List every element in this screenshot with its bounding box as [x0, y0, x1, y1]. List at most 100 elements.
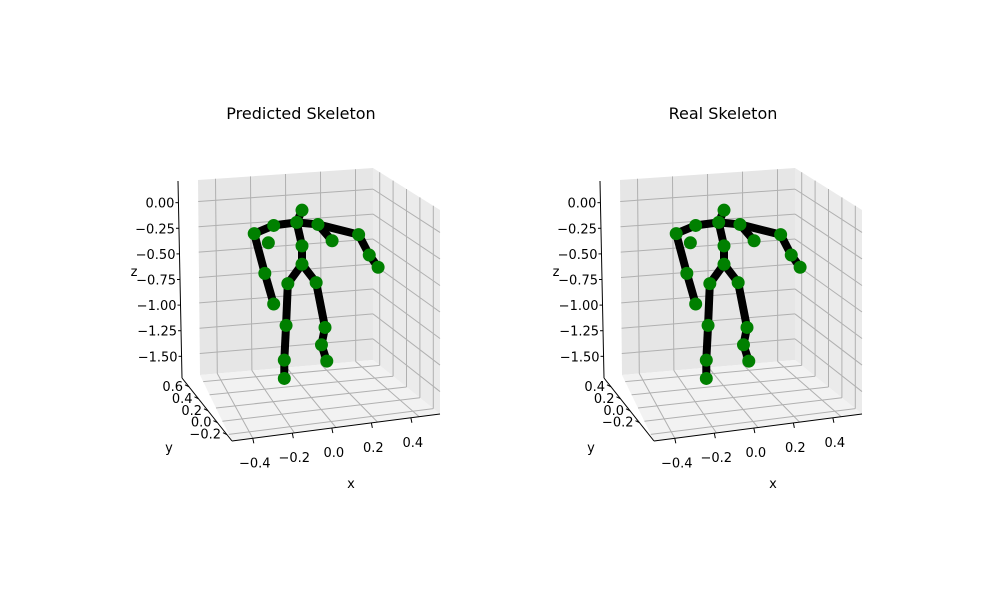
- y-axis-line: [603, 377, 655, 442]
- gridline: [625, 364, 802, 383]
- x-tick-label: 0.2: [363, 441, 384, 456]
- x-tick: [713, 433, 716, 439]
- y-tick: [635, 420, 640, 424]
- axes-3d: 0.00−0.25−0.50−0.75−1.00−1.25−1.50−0.20.…: [553, 168, 863, 492]
- joint-point: [740, 320, 754, 334]
- x-tick: [410, 417, 413, 423]
- y-tick-label: 0.4: [172, 392, 193, 407]
- x-axis-label: x: [769, 477, 777, 492]
- joint-point: [247, 227, 261, 241]
- x-tick: [331, 427, 334, 434]
- gridline: [222, 397, 420, 422]
- x-tick-label: 0.4: [825, 436, 846, 451]
- y-tick-label: −0.2: [602, 416, 634, 431]
- y-tick: [184, 384, 190, 388]
- z-tick-label: −0.25: [557, 222, 597, 237]
- gridline: [198, 238, 374, 253]
- x-tick-label: −0.4: [661, 456, 693, 471]
- z-tick-label: −0.75: [558, 274, 598, 289]
- joint-point: [258, 266, 272, 280]
- joint-point: [689, 218, 703, 232]
- joint-point: [736, 338, 750, 352]
- gridline: [644, 397, 842, 422]
- gridline: [209, 375, 394, 396]
- panel-title: Real Skeleton: [669, 104, 778, 123]
- gridline: [215, 386, 407, 409]
- joint-point: [290, 215, 304, 229]
- joint-point: [279, 318, 293, 332]
- floor-pane: [200, 360, 440, 441]
- x-tick-label: 0.0: [745, 446, 766, 461]
- joint-point: [747, 234, 761, 248]
- z-tick-label: −1.00: [559, 299, 599, 314]
- joint-point: [680, 266, 694, 280]
- z-tick-label: 0.00: [567, 197, 596, 212]
- z-tick-label: −0.50: [558, 248, 598, 263]
- joint-point: [261, 236, 275, 250]
- y-tick-label: 0.2: [594, 392, 615, 407]
- x-axis-line: [653, 413, 863, 442]
- joint-point: [314, 338, 328, 352]
- z-tick-label: −1.50: [560, 350, 600, 365]
- gridline: [198, 188, 374, 202]
- predicted-skeleton-panel: Predicted Skeleton 0.00 −0.25 −0.50 −0.75 −1…: [131, 104, 441, 492]
- gridline: [198, 263, 374, 278]
- joint-point: [311, 217, 325, 231]
- x-tick: [252, 438, 255, 444]
- joint-point: [774, 228, 788, 242]
- x-tick: [753, 427, 756, 434]
- bone: [738, 220, 782, 239]
- bone: [316, 220, 360, 239]
- bone: [312, 281, 329, 329]
- y-tick: [203, 408, 209, 412]
- z-tick-label: −0.75: [136, 274, 176, 289]
- joint-point: [784, 248, 798, 262]
- joint-point: [733, 217, 747, 231]
- x-tick-label: −0.2: [701, 451, 733, 466]
- bone: [282, 283, 292, 326]
- joint-point: [703, 277, 717, 291]
- y-tick: [222, 432, 228, 436]
- y-tick: [616, 396, 621, 400]
- joint-point: [320, 354, 334, 368]
- joint-point: [717, 239, 731, 253]
- real-skeleton-panel: Real Skeleton 0.00 −0.25 −0.50 −0.75 −1.00 −1…: [553, 104, 863, 492]
- z-tick-label: −0.50: [136, 248, 176, 263]
- y-tick: [606, 384, 612, 388]
- joint-point: [689, 297, 703, 311]
- y-tick-label: 0.0: [191, 416, 212, 431]
- gridline: [228, 408, 434, 435]
- joint-point: [295, 203, 309, 217]
- y-axis-line: [181, 377, 233, 442]
- axes-3d: 0.00−0.25−0.50−0.75−1.00−1.25−1.50−0.20.…: [131, 168, 441, 492]
- skeleton: [669, 203, 807, 385]
- skeleton: [247, 203, 385, 385]
- bone: [704, 283, 714, 326]
- x-tick: [370, 422, 373, 429]
- panel-title: Predicted Skeleton: [226, 104, 375, 123]
- y-tick-label: −0.2: [189, 428, 221, 443]
- joint-point: [295, 239, 309, 253]
- z-axis-label: z: [131, 265, 138, 280]
- y-tick-label: 0.4: [584, 380, 605, 395]
- gridline: [620, 238, 796, 253]
- z-axis-label: z: [553, 265, 560, 280]
- y-axis-label: y: [165, 441, 173, 456]
- joint-point: [267, 218, 281, 232]
- x-tick-label: 0.4: [403, 436, 424, 451]
- z-tick-label: −1.50: [138, 350, 178, 365]
- gridline: [203, 364, 380, 383]
- floor-pane: [622, 360, 862, 441]
- joint-point: [277, 353, 291, 367]
- z-tick-label: 0.00: [145, 197, 174, 212]
- gridline: [620, 188, 796, 202]
- gridline: [631, 375, 816, 396]
- joint-point: [371, 260, 385, 274]
- x-tick-label: −0.2: [279, 451, 311, 466]
- bone: [734, 281, 751, 329]
- joint-point: [683, 236, 697, 250]
- joint-point: [325, 234, 339, 248]
- joint-point: [699, 371, 713, 385]
- joint-point: [717, 203, 731, 217]
